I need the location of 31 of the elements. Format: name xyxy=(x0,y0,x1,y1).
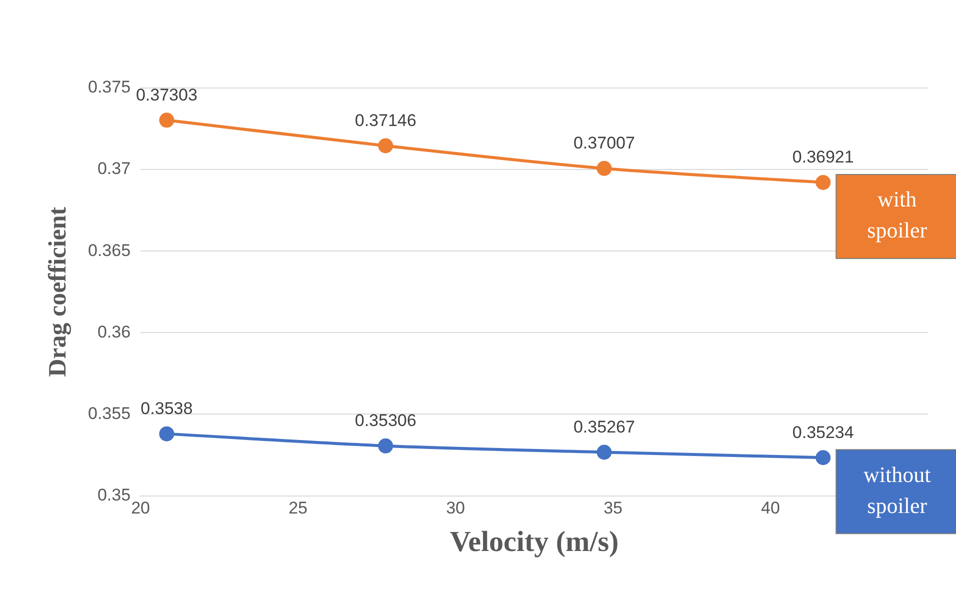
x-tick-label: 25 xyxy=(288,498,308,518)
point xyxy=(596,444,612,460)
data-label: 0.35234 xyxy=(792,422,854,442)
y-tick-label: 0.355 xyxy=(88,404,131,423)
y-tick-label: 0.36 xyxy=(97,322,131,342)
y-tick-label: 0.35 xyxy=(97,485,131,504)
data-label: 0.36921 xyxy=(792,148,854,167)
series-label: with spoiler xyxy=(867,186,928,243)
point xyxy=(378,138,394,154)
x-axis-title: Velocity (m/s) xyxy=(450,526,619,558)
point xyxy=(596,160,612,176)
x-tick-label: 30 xyxy=(446,498,465,518)
point xyxy=(816,174,831,190)
series-label: without spoiler xyxy=(863,462,931,518)
x-tick-label: 35 xyxy=(604,498,622,518)
y-tick-label: 0.37 xyxy=(97,159,131,178)
point xyxy=(378,438,394,454)
x-tick-label: 40 xyxy=(761,498,780,518)
y-axis-title: Drag coefficient xyxy=(44,206,72,377)
data-label: 0.3538 xyxy=(140,399,193,418)
data-label: 0.37007 xyxy=(573,134,635,153)
point xyxy=(816,450,831,466)
data-label: 0.37303 xyxy=(136,85,198,104)
data-label: 0.35306 xyxy=(354,411,416,430)
point xyxy=(159,426,174,442)
data-label: 0.37146 xyxy=(354,110,416,130)
point xyxy=(159,112,174,128)
data-label: 0.35267 xyxy=(573,417,635,436)
x-tick-label: 20 xyxy=(131,498,150,518)
y-tick-label: 0.365 xyxy=(88,240,131,260)
y-tick-label: 0.375 xyxy=(88,78,131,97)
